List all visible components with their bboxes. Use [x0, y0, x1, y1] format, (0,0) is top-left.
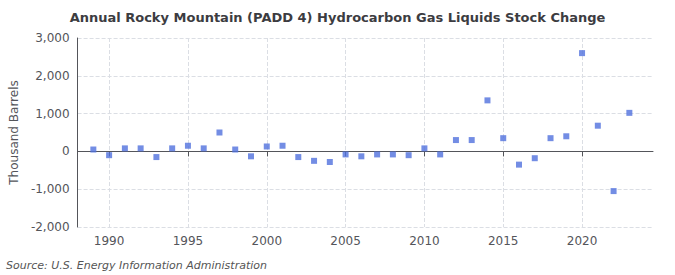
svg-text:1990: 1990	[94, 234, 125, 248]
svg-text:1,000: 1,000	[35, 107, 69, 121]
svg-text:Annual Rocky Mountain (PADD 4): Annual Rocky Mountain (PADD 4) Hydrocarb…	[70, 10, 606, 25]
svg-text:2020: 2020	[567, 234, 598, 248]
svg-text:2,000: 2,000	[35, 69, 69, 83]
svg-text:-1,000: -1,000	[31, 182, 70, 196]
svg-text:1995: 1995	[173, 234, 204, 248]
svg-text:0: 0	[62, 144, 70, 158]
svg-text:Thousand Barrels: Thousand Barrels	[7, 80, 21, 185]
svg-text:2010: 2010	[409, 234, 440, 248]
svg-text:2005: 2005	[330, 234, 361, 248]
svg-text:3,000: 3,000	[35, 31, 69, 45]
svg-text:Source: U.S. Energy Informatio: Source: U.S. Energy Information Administ…	[6, 259, 267, 272]
svg-text:2000: 2000	[251, 234, 282, 248]
svg-text:-2,000: -2,000	[31, 220, 70, 234]
svg-text:2015: 2015	[488, 234, 519, 248]
